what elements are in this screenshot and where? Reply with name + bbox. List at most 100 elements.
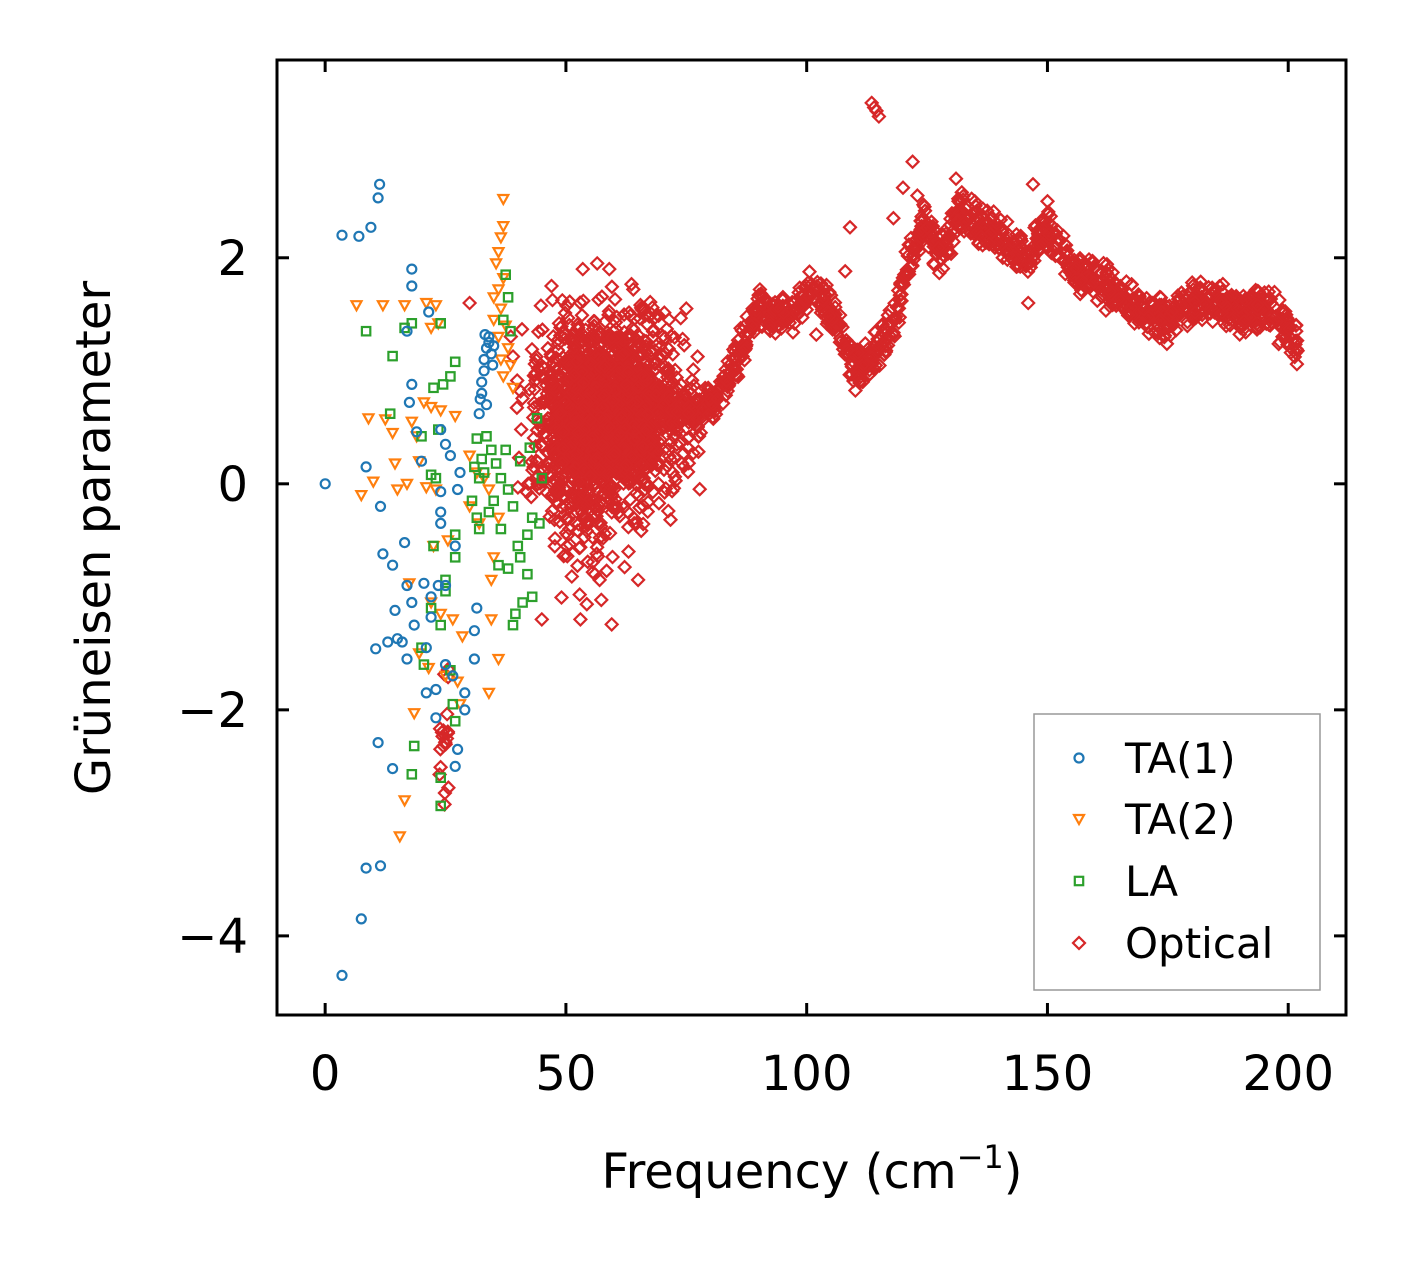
data-point-optical — [968, 205, 984, 221]
data-point-optical — [505, 348, 521, 365]
data-point-optical — [1194, 307, 1210, 323]
data-point-la — [502, 563, 514, 574]
data-point-ta1 — [452, 483, 464, 496]
data-point-optical — [861, 349, 877, 365]
data-point-optical — [514, 321, 530, 337]
data-point-optical — [462, 295, 478, 311]
data-point-la — [360, 325, 372, 337]
data-point-optical — [440, 725, 456, 741]
data-point-ta1 — [408, 619, 420, 631]
data-point-ta2 — [361, 413, 376, 426]
data-point-ta1 — [319, 478, 331, 490]
data-point-optical — [868, 103, 885, 119]
legend: TA(1) TA(2) LA Optical — [1033, 713, 1321, 991]
data-point-ta1 — [478, 353, 490, 366]
data-point-optical — [975, 201, 991, 217]
data-point-la — [416, 642, 427, 653]
data-point-optical — [615, 441, 631, 457]
data-point-optical — [1025, 176, 1041, 192]
data-point-optical — [700, 407, 716, 423]
data-point-optical — [550, 332, 566, 348]
data-point-optical — [607, 500, 623, 516]
data-point-optical — [648, 387, 664, 404]
data-point-optical — [530, 324, 546, 340]
data-point-ta1 — [423, 306, 435, 318]
data-point-optical — [592, 409, 608, 426]
data-point-ta1 — [374, 860, 387, 872]
data-point-optical — [592, 530, 608, 546]
data-point-optical — [534, 611, 550, 627]
data-point-optical — [557, 394, 573, 410]
data-point-ta1 — [452, 743, 464, 756]
data-point-optical — [542, 415, 558, 431]
data-point-optical — [586, 313, 602, 329]
data-point-optical — [524, 341, 540, 357]
data-point-optical — [574, 307, 590, 323]
data-point-optical — [885, 210, 901, 226]
data-point-optical — [553, 475, 569, 491]
data-point-ta1 — [360, 461, 372, 473]
data-point-optical — [1098, 302, 1114, 319]
data-point-optical — [594, 289, 610, 305]
data-point-optical — [633, 300, 649, 316]
data-point-optical — [1153, 290, 1169, 306]
data-point-optical — [596, 487, 612, 503]
data-point-ta1 — [401, 653, 413, 665]
data-point-ta2 — [491, 653, 506, 667]
data-point-optical — [553, 589, 570, 606]
data-point-optical — [647, 309, 663, 326]
y-tick-label: −4 — [177, 909, 248, 965]
data-point-optical — [761, 317, 778, 333]
data-point-optical — [753, 296, 769, 312]
data-point-optical — [639, 460, 655, 476]
data-point-optical — [571, 490, 587, 506]
data-point-optical — [536, 368, 552, 384]
data-point-optical — [755, 309, 771, 325]
data-point-ta1 — [430, 712, 442, 724]
data-point-optical — [547, 538, 563, 554]
data-point-optical — [605, 393, 621, 409]
data-point-optical — [1068, 261, 1084, 277]
data-point-optical — [754, 287, 770, 303]
data-point-optical — [587, 566, 603, 582]
data-point-optical — [896, 267, 912, 283]
x-tick-label: 150 — [1002, 1046, 1094, 1102]
data-point-optical — [591, 462, 608, 478]
data-point-la — [384, 408, 396, 419]
data-point-ta1 — [444, 450, 456, 462]
data-point-optical — [1123, 277, 1140, 293]
data-point-optical — [690, 349, 706, 365]
data-point-la — [502, 484, 514, 495]
data-point-optical — [892, 292, 908, 308]
data-point-la — [500, 444, 511, 456]
legend-markers — [1071, 752, 1087, 951]
data-point-optical — [814, 292, 830, 308]
data-point-ta2 — [388, 458, 402, 471]
data-point-optical — [844, 359, 860, 375]
data-point-ta2 — [489, 258, 503, 271]
data-point-optical — [645, 484, 661, 500]
data-point-optical — [1235, 288, 1251, 304]
data-point-optical — [744, 318, 760, 334]
data-point-optical — [1224, 287, 1240, 303]
data-point-ta1 — [459, 687, 471, 699]
data-point-optical — [1076, 265, 1092, 281]
data-point-ta1 — [374, 178, 386, 190]
data-point-optical — [689, 394, 705, 410]
data-point-optical — [718, 387, 734, 403]
data-point-optical — [705, 396, 721, 412]
data-point-optical — [607, 291, 623, 307]
data-point-optical — [880, 337, 896, 353]
data-point-optical — [626, 515, 642, 531]
data-point-optical — [546, 419, 562, 435]
data-point-optical — [540, 410, 556, 426]
data-point-optical — [639, 317, 656, 333]
data-point-optical — [870, 331, 886, 347]
data-point-ta2 — [419, 482, 434, 495]
data-point-ta1 — [449, 540, 461, 552]
data-point-optical — [554, 455, 570, 471]
data-point-optical — [1113, 291, 1129, 307]
data-point-ta2 — [385, 427, 400, 441]
data-point-optical — [1152, 330, 1168, 346]
data-point-optical — [871, 339, 887, 355]
